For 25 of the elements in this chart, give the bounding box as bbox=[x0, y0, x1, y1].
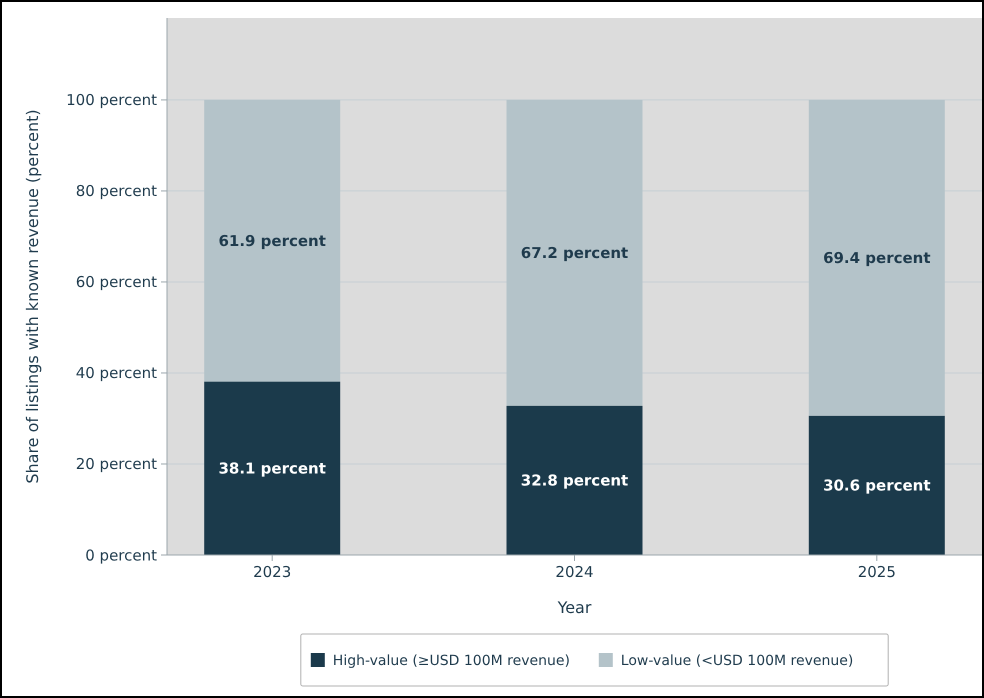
legend-label: High-value (≥USD 100M revenue) bbox=[332, 652, 570, 669]
bar bbox=[204, 382, 340, 555]
data-label: 61.9 percent bbox=[218, 232, 326, 250]
y-tick-label: 80 percent bbox=[76, 182, 158, 200]
data-label: 38.1 percent bbox=[218, 460, 326, 478]
x-tick-label: 2025 bbox=[858, 563, 896, 581]
y-tick-label: 20 percent bbox=[76, 455, 158, 474]
y-tick-label: 60 percent bbox=[76, 273, 158, 292]
bar bbox=[506, 100, 642, 406]
data-label: 30.6 percent bbox=[823, 476, 931, 495]
data-label: 69.4 percent bbox=[823, 249, 931, 268]
bar bbox=[808, 100, 945, 416]
bar bbox=[204, 100, 340, 382]
bar bbox=[506, 406, 642, 555]
data-label: 67.2 percent bbox=[520, 244, 628, 262]
y-tick-label: 100 percent bbox=[66, 91, 158, 110]
x-tick-label: 2023 bbox=[253, 563, 292, 581]
bar bbox=[808, 416, 945, 555]
y-axis-title: Share of listings with known revenue (percent) bbox=[23, 109, 42, 484]
y-tick-label: 40 percent bbox=[76, 364, 158, 382]
data-label: 32.8 percent bbox=[520, 472, 628, 490]
x-axis-title: Year bbox=[556, 598, 592, 617]
x-tick-label: 2024 bbox=[555, 563, 594, 581]
legend-label: Low-value (<USD 100M revenue) bbox=[620, 652, 854, 669]
y-tick-label: 0 percent bbox=[85, 546, 158, 564]
